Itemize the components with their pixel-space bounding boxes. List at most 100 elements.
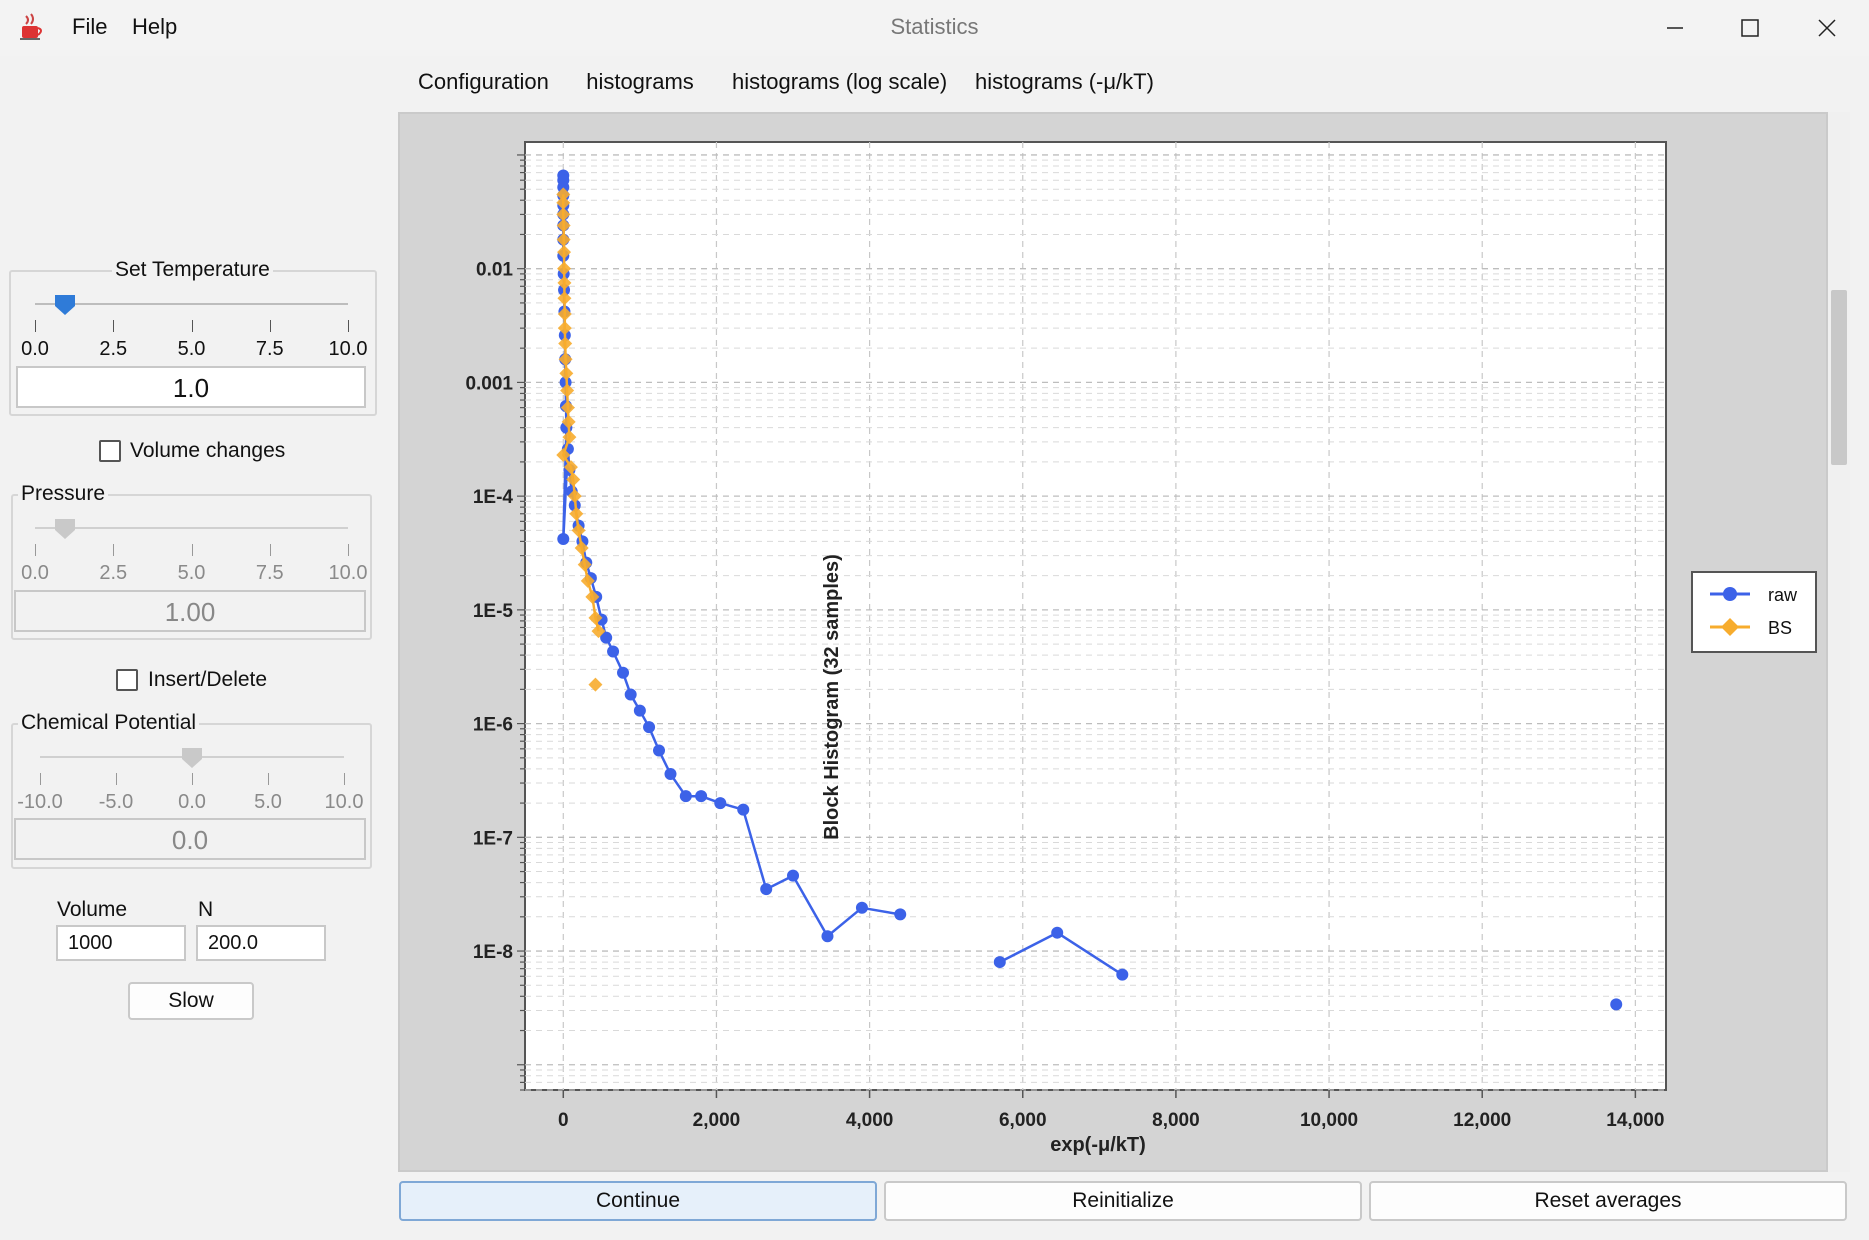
bs-point bbox=[569, 506, 584, 521]
menu-file[interactable]: File bbox=[72, 14, 108, 39]
title-bar bbox=[0, 0, 1869, 56]
volume-label: Volume bbox=[57, 898, 128, 921]
minimize-button[interactable] bbox=[1645, 8, 1705, 48]
insert-delete-checkbox[interactable] bbox=[116, 669, 138, 691]
maximize-icon bbox=[1741, 19, 1759, 37]
pressure-tick bbox=[113, 544, 115, 556]
raw-point bbox=[894, 908, 907, 921]
pressure-tick-label: 10.0 bbox=[328, 562, 368, 584]
chemical_potential-tick-label: -5.0 bbox=[98, 791, 134, 813]
temperature-tick bbox=[191, 320, 193, 332]
temperature-tick bbox=[269, 320, 271, 332]
pressure-tick bbox=[269, 544, 271, 556]
raw-point bbox=[600, 631, 613, 644]
temperature-tick bbox=[113, 320, 115, 332]
pressure-tick-label: 0.0 bbox=[21, 562, 49, 584]
bs-point bbox=[563, 460, 578, 475]
raw-point bbox=[1051, 926, 1064, 939]
bs-point bbox=[588, 610, 603, 625]
raw-point bbox=[624, 688, 637, 701]
insert-delete-label: Insert/Delete bbox=[148, 668, 268, 691]
bs-point bbox=[556, 232, 571, 247]
chemical_potential-tick-label: -10.0 bbox=[17, 791, 63, 813]
bs-point bbox=[556, 187, 571, 202]
temperature-tick-label: 5.0 bbox=[177, 338, 206, 360]
y-tick-label: 1E-7 bbox=[473, 828, 513, 849]
temperature-tick-label: 7.5 bbox=[255, 338, 284, 360]
plot-scrollbar[interactable] bbox=[1828, 112, 1850, 1172]
bs-point bbox=[558, 352, 573, 367]
reset-averages-button[interactable]: Reset averages bbox=[1369, 1181, 1847, 1221]
close-button[interactable] bbox=[1797, 8, 1857, 48]
maximize-button[interactable] bbox=[1720, 8, 1780, 48]
close-icon bbox=[1818, 19, 1836, 37]
volume-field[interactable]: 1000 bbox=[56, 925, 186, 961]
continue-button[interactable]: Continue bbox=[399, 1181, 877, 1221]
bs-point bbox=[559, 366, 574, 381]
legend: raw BS bbox=[1691, 571, 1817, 653]
raw-point bbox=[1610, 998, 1623, 1011]
tab-histograms-log-scale[interactable]: histograms (log scale) bbox=[732, 69, 948, 94]
volume-changes-checkbox[interactable] bbox=[99, 440, 121, 462]
legend-box bbox=[1691, 571, 1817, 653]
raw-point bbox=[695, 790, 708, 803]
bs-point bbox=[561, 414, 576, 429]
slow-button[interactable]: Slow bbox=[128, 982, 254, 1020]
chemical_potential-tick-label: 0.0 bbox=[178, 791, 206, 813]
raw-point bbox=[855, 901, 868, 914]
reinitialize-button[interactable]: Reinitialize bbox=[884, 1181, 1362, 1221]
x-tick-label: 12,000 bbox=[1453, 1110, 1511, 1131]
raw-point bbox=[679, 790, 692, 803]
bs-point bbox=[557, 245, 572, 260]
pressure-tick bbox=[35, 544, 36, 556]
bs-point bbox=[588, 677, 603, 692]
pressure-slider-thumb bbox=[55, 519, 75, 539]
y-axis-label: Block Histogram (32 samples) bbox=[821, 554, 843, 840]
y-tick-label: 1E-5 bbox=[473, 601, 514, 622]
chemical_potential-tick bbox=[268, 773, 269, 785]
bs-point bbox=[560, 383, 575, 398]
tab-histograms[interactable]: histograms bbox=[568, 70, 712, 116]
chemical_potential-tick-label: 5.0 bbox=[254, 791, 282, 813]
temperature-tick-label: 10.0 bbox=[328, 338, 368, 360]
volume-changes-label: Volume changes bbox=[130, 439, 286, 462]
n-field[interactable]: 200.0 bbox=[196, 925, 326, 961]
histogram-chart: 0 2,000 4,000 6,000 8,000 10,000 12,000 14,000 1… bbox=[465, 141, 1817, 1156]
temperature-slider-thumb[interactable] bbox=[54, 294, 76, 316]
bs-point bbox=[574, 540, 589, 555]
x-tick-label: 0 bbox=[558, 1110, 569, 1131]
axes: 0 2,000 4,000 6,000 8,000 10,000 12,000 14,000 1… bbox=[465, 154, 1664, 1131]
bs-point bbox=[556, 207, 571, 222]
raw-point bbox=[607, 645, 620, 658]
x-tick-label: 10,000 bbox=[1300, 1110, 1358, 1131]
raw-point bbox=[664, 768, 677, 781]
temperature-tick-label: 2.5 bbox=[99, 338, 128, 360]
bs-point bbox=[571, 523, 586, 538]
bs-point bbox=[566, 472, 581, 487]
raw-point bbox=[617, 666, 630, 679]
raw-point bbox=[787, 869, 800, 882]
raw-point bbox=[760, 883, 773, 896]
chemical_potential-tick bbox=[40, 773, 41, 785]
bs-point bbox=[567, 489, 582, 504]
bs-point bbox=[556, 447, 571, 462]
bs-point bbox=[585, 589, 600, 604]
x-tick-label: 2,000 bbox=[693, 1110, 741, 1131]
tab-histograms-mu-kt[interactable]: histograms (-μ/kT) bbox=[975, 69, 1154, 94]
temperature-field[interactable]: 1.0 bbox=[16, 366, 366, 408]
menu-help[interactable]: Help bbox=[132, 14, 178, 39]
x-tick-label: 8,000 bbox=[1152, 1110, 1200, 1131]
legend-raw-marker bbox=[1723, 587, 1737, 601]
temperature-slider-track[interactable] bbox=[35, 303, 348, 305]
tab-configuration[interactable]: Configuration bbox=[418, 69, 549, 94]
plot-scrollbar-thumb[interactable] bbox=[1831, 290, 1847, 465]
pressure-tick-label: 7.5 bbox=[255, 562, 284, 584]
pressure-field: 1.00 bbox=[14, 590, 366, 632]
bs-point bbox=[558, 336, 573, 351]
raw-point bbox=[557, 181, 570, 194]
temperature-tick-label: 0.0 bbox=[21, 338, 49, 360]
bs-point bbox=[556, 195, 571, 210]
pressure-tick-label: 5.0 bbox=[177, 562, 206, 584]
chemical-potential-field: 0.0 bbox=[14, 818, 366, 860]
bs-point bbox=[577, 557, 592, 572]
